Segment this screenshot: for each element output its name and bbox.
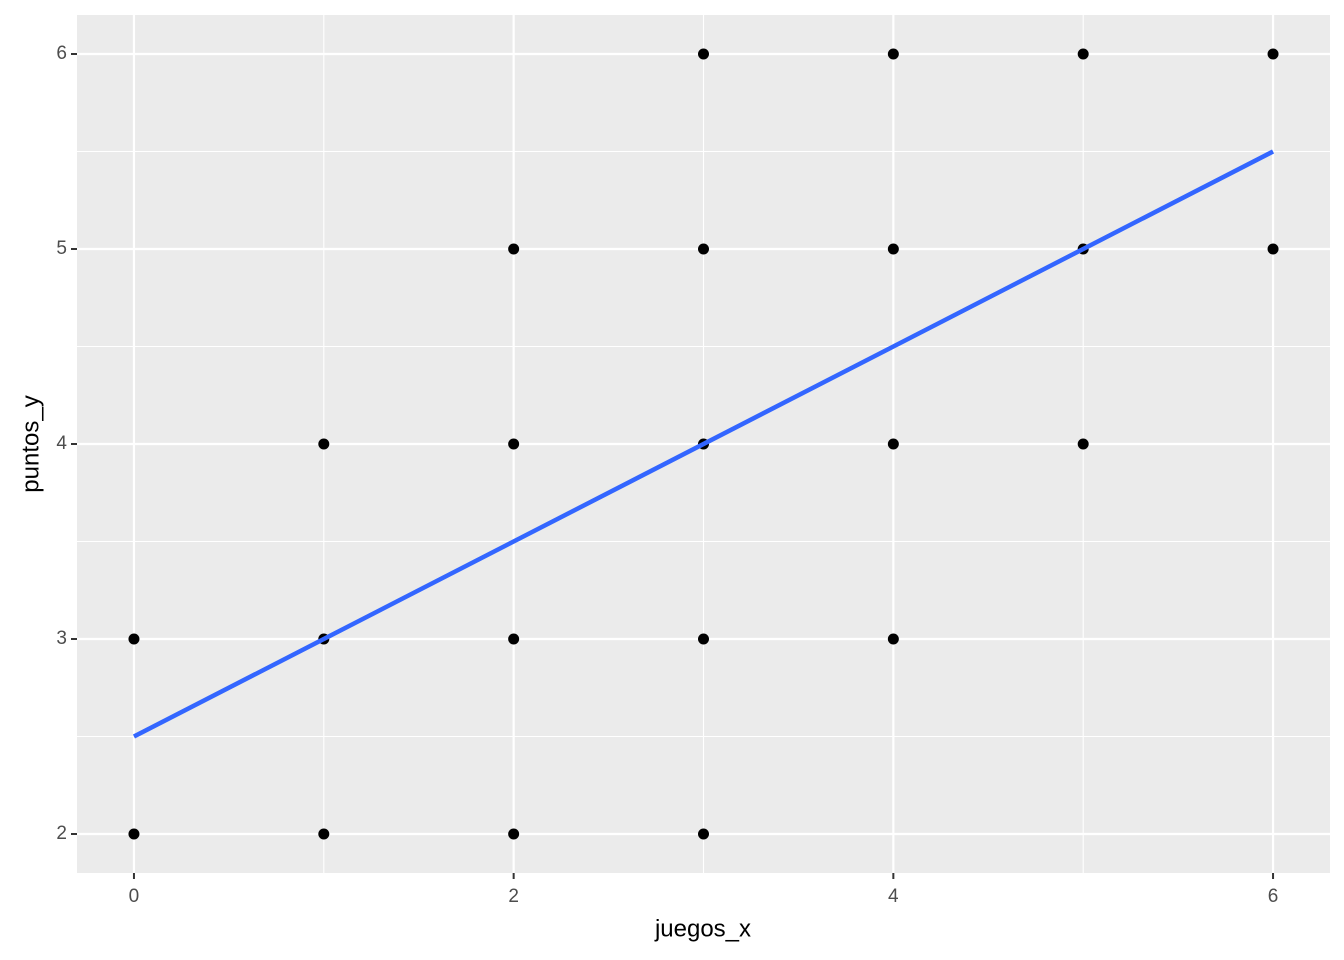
fit-line [132,149,1275,739]
point [1267,243,1279,255]
point [887,243,899,255]
x-tick-label: 4 [888,886,899,907]
point [128,633,140,645]
y-tick-label: 5 [56,238,67,259]
x-tick-label: 2 [508,886,519,907]
y-tick-label: 2 [56,823,67,844]
point [1077,48,1089,60]
point [887,438,899,450]
point [887,633,899,645]
point [508,243,520,255]
point [887,48,899,60]
y-tick-label: 4 [56,433,67,454]
point [698,48,709,60]
y-tick-label: 6 [56,43,67,64]
point [128,828,140,840]
point [698,243,709,255]
point [508,438,520,450]
point [508,633,520,645]
point [1077,438,1089,450]
point [1267,48,1279,60]
x-axis-title: juegos_x [654,915,751,942]
point [318,828,330,840]
point [318,438,330,450]
x-tick-label: 0 [129,886,140,907]
y-tick-label: 3 [56,628,67,649]
y-axis-title: puntos_y [17,395,44,492]
point [508,828,520,840]
point [698,828,709,840]
x-tick-label: 6 [1268,886,1279,907]
point [698,633,709,645]
